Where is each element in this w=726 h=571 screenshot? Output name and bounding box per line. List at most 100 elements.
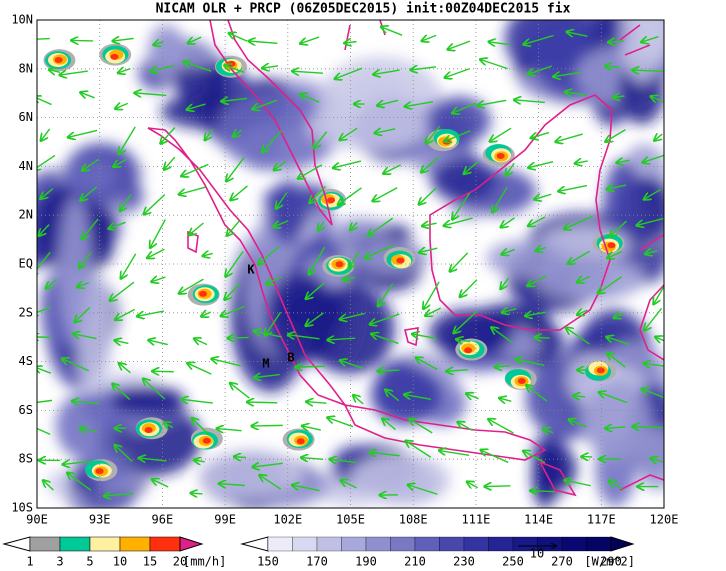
- wind-vector: [43, 480, 54, 491]
- legend-label: 10: [113, 555, 127, 569]
- wind-vector: [292, 485, 320, 492]
- coastline-islands: [187, 230, 664, 497]
- olr-cloud: [63, 156, 117, 196]
- wind-vector: [254, 375, 280, 378]
- wind-vector: [217, 429, 242, 431]
- wind-vector: [506, 162, 515, 175]
- y-axis-label: 2S: [19, 305, 33, 319]
- wind-vector: [377, 99, 399, 105]
- wind-vector: [37, 251, 51, 276]
- wind-vector: [150, 219, 166, 247]
- wind-vector: [501, 277, 510, 289]
- wind-vector: [383, 164, 402, 174]
- legend-swatch: [292, 536, 318, 552]
- x-axis-label: 117E: [587, 513, 616, 527]
- olr-cloud: [582, 379, 651, 461]
- wind-vector: [118, 69, 131, 73]
- wind-vector: [82, 158, 100, 170]
- wind-vector: [231, 185, 248, 200]
- wind-vector: [151, 64, 175, 71]
- coastlines: [147, 20, 664, 497]
- wind-vector: [502, 309, 517, 313]
- wind-vector: [274, 220, 289, 227]
- wind-vector: [633, 426, 663, 427]
- wind-vector: [607, 337, 630, 346]
- wind-vector: [350, 223, 357, 230]
- wind-vector: [641, 37, 659, 42]
- x-axis-label: 96E: [152, 513, 174, 527]
- olr-cloud: [109, 385, 186, 416]
- x-axis-label: 114E: [524, 513, 553, 527]
- wind-vector: [115, 445, 133, 462]
- precip-cell: [335, 261, 344, 268]
- wind-vector: [378, 370, 400, 371]
- olr-cloud: [147, 23, 185, 79]
- x-axis-label: 99E: [214, 513, 236, 527]
- wind-vector: [39, 224, 50, 236]
- wind-vector: [72, 40, 94, 41]
- wind-vector: [115, 308, 136, 319]
- precip-cell: [607, 242, 616, 249]
- wind-vector: [104, 494, 134, 496]
- wind-vector: [598, 276, 623, 294]
- wind-vector: [605, 427, 626, 428]
- wind-vector: [330, 459, 357, 462]
- y-axis-label: 4N: [19, 159, 33, 173]
- wind-vector: [614, 313, 625, 318]
- olr-cloud: [536, 256, 646, 301]
- reference-vector-label: 10: [530, 547, 544, 561]
- wind-vector: [489, 419, 514, 434]
- wind-vector: [82, 218, 99, 239]
- wind-vector: [253, 463, 283, 467]
- wind-vector: [464, 161, 479, 174]
- wind-vector: [301, 458, 324, 460]
- x-axis-label: 105E: [336, 513, 365, 527]
- wind-vector: [524, 34, 554, 45]
- wind-vector: [405, 101, 433, 107]
- wind-vector: [205, 128, 214, 140]
- wind-vector: [194, 339, 208, 345]
- wind-vector: [110, 281, 135, 300]
- legend-arrow-right: [179, 536, 204, 552]
- legend-arrow-left: [240, 536, 269, 552]
- legend-unit: [mm/h]: [183, 555, 226, 569]
- wind-vector: [651, 96, 664, 102]
- wind-vector: [565, 92, 587, 96]
- wind-vector: [233, 130, 243, 136]
- wind-vector: [191, 493, 203, 494]
- wind-vector: [353, 395, 364, 405]
- wind-vector: [164, 156, 176, 169]
- wind-vector: [543, 429, 554, 433]
- wind-vector: [115, 340, 129, 343]
- wind-vector: [77, 283, 90, 287]
- wind-vector: [143, 379, 166, 400]
- wind-vector: [514, 100, 545, 103]
- wind-vector: [423, 281, 440, 309]
- wind-vector: [147, 248, 165, 258]
- legend-swatch: [267, 536, 293, 552]
- wind-vector: [439, 451, 470, 456]
- wind-vector: [72, 401, 99, 403]
- wind-vector: [452, 192, 471, 219]
- legend-label: 1: [26, 555, 33, 569]
- wind-vector: [447, 370, 468, 372]
- wind-vector: [253, 99, 278, 109]
- wind-vector: [526, 385, 548, 402]
- wind-vector: [609, 481, 623, 490]
- wind-vector: [644, 307, 663, 330]
- wind-vector: [490, 127, 512, 141]
- wind-vector: [341, 480, 357, 489]
- wind-vector: [607, 185, 627, 189]
- wind-vector: [554, 72, 582, 76]
- legend-swatch: [119, 536, 151, 552]
- legend-label: 20: [173, 555, 187, 569]
- wind-vector: [573, 396, 586, 397]
- wind-vector: [62, 359, 90, 372]
- wind-vector: [300, 94, 320, 103]
- wind-vector: [577, 276, 591, 282]
- legend-swatch: [29, 536, 61, 552]
- wind-vector: [645, 251, 658, 254]
- wind-vector: [46, 278, 57, 288]
- wind-vector: [295, 366, 325, 367]
